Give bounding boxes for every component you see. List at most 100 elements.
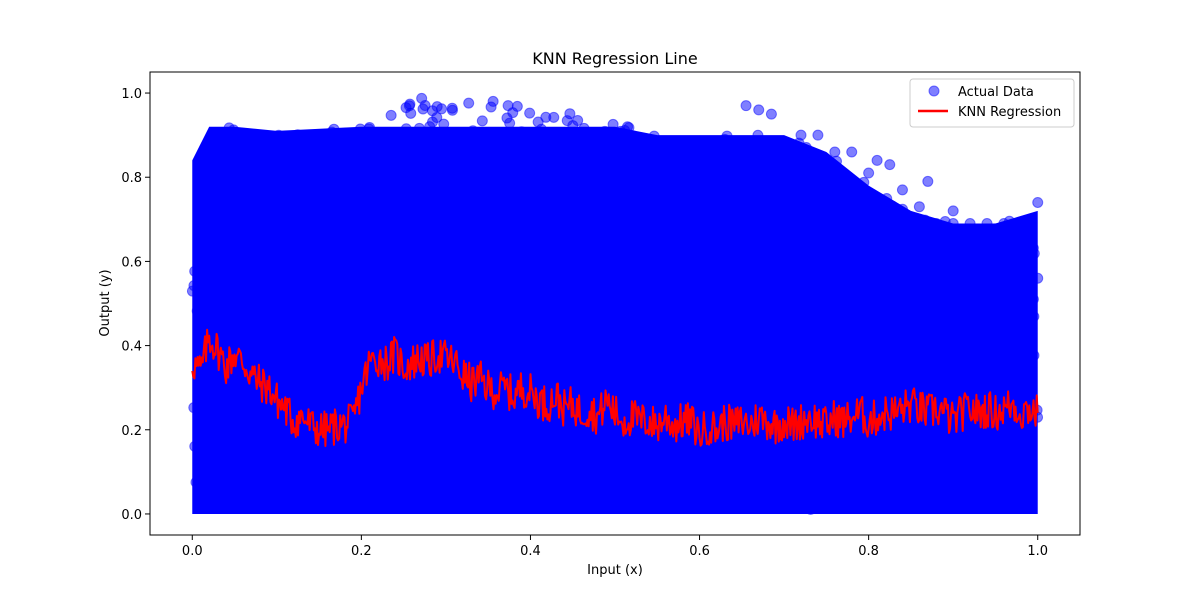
scatter-point: [214, 189, 226, 201]
x-tick-label: 0.6: [689, 544, 710, 559]
scatter-point: [494, 158, 506, 170]
scatter-point: [614, 294, 626, 306]
scatter-point: [862, 193, 874, 205]
scatter-point: [299, 157, 311, 169]
scatter-point: [939, 260, 951, 272]
x-axis: 0.0 0.2 0.4 0.6 0.8 1.0: [182, 535, 1048, 559]
scatter-point: [520, 147, 532, 159]
scatter-point: [784, 286, 796, 298]
scatter-point: [330, 335, 342, 347]
scatter-point: [239, 292, 251, 304]
scatter-point: [868, 212, 880, 224]
scatter-point: [193, 202, 205, 214]
scatter-point: [700, 497, 712, 509]
scatter-point: [949, 325, 961, 337]
scatter-point: [408, 162, 420, 174]
scatter-point: [378, 499, 390, 511]
scatter-point: [201, 255, 213, 267]
scatter-point: [744, 179, 756, 191]
scatter-point: [357, 246, 369, 258]
scatter-point: [415, 401, 427, 413]
scatter-point: [648, 351, 660, 363]
scatter-point: [713, 188, 725, 200]
scatter-point: [376, 463, 388, 475]
scatter-point: [796, 273, 808, 285]
scatter-point: [245, 322, 257, 334]
y-tick-label: 0.2: [121, 424, 142, 439]
scatter-point: [607, 213, 619, 225]
scatter-point: [650, 333, 662, 345]
scatter-point: [815, 154, 827, 166]
scatter-point: [721, 174, 733, 186]
scatter-point: [647, 182, 659, 194]
scatter-point: [359, 294, 371, 306]
scatter-point: [657, 218, 669, 230]
scatter-point: [320, 314, 332, 326]
scatter-point: [735, 223, 747, 235]
scatter-point: [760, 186, 772, 198]
scatter-point: [976, 244, 988, 256]
scatter-point: [281, 254, 293, 266]
scatter-point: [567, 173, 579, 185]
scatter-point: [959, 331, 971, 343]
scatter-point: [617, 374, 629, 386]
scatter-point: [732, 188, 744, 200]
scatter-point: [321, 239, 333, 251]
scatter-point: [279, 298, 291, 310]
scatter-point: [852, 302, 864, 314]
scatter-point: [309, 350, 321, 362]
scatter-point: [251, 329, 263, 341]
scatter-point: [746, 148, 758, 160]
scatter-point: [508, 287, 520, 299]
scatter-point: [287, 242, 299, 254]
scatter-point: [228, 378, 240, 390]
scatter-point: [257, 296, 269, 308]
scatter-point: [485, 101, 497, 113]
scatter-point: [753, 104, 765, 116]
scatter-point: [815, 367, 827, 379]
scatter-point: [597, 500, 609, 512]
scatter-point: [309, 275, 321, 287]
scatter-point: [807, 467, 819, 479]
scatter-point: [1016, 240, 1028, 252]
scatter-point: [646, 475, 658, 487]
scatter-point: [775, 454, 787, 466]
scatter-point: [998, 298, 1010, 309]
scatter-point: [658, 329, 670, 341]
scatter-point: [902, 383, 914, 395]
scatter-point: [1021, 429, 1033, 441]
scatter-point: [968, 331, 980, 343]
scatter-point: [663, 359, 675, 371]
scatter-point: [674, 272, 686, 284]
scatter-point: [995, 385, 1007, 397]
scatter-point: [1003, 323, 1015, 335]
scatter-point: [602, 451, 614, 463]
scatter-point: [222, 283, 234, 295]
scatter-point: [353, 319, 365, 331]
scatter-point: [430, 137, 442, 149]
scatter-point: [997, 447, 1009, 459]
scatter-point: [428, 147, 440, 159]
scatter-point: [813, 222, 825, 234]
scatter-point: [950, 255, 962, 267]
scatter-point: [927, 247, 939, 259]
scatter-point: [280, 456, 292, 468]
scatter-point: [611, 307, 623, 319]
scatter-point: [599, 351, 611, 363]
scatter-point: [562, 198, 574, 210]
scatter-point: [882, 313, 894, 325]
scatter-point: [276, 500, 288, 512]
scatter-point: [884, 273, 896, 285]
scatter-point: [1008, 287, 1020, 299]
scatter-point: [693, 339, 705, 351]
scatter-point: [236, 495, 248, 507]
scatter-point: [457, 175, 469, 187]
scatter-point: [333, 198, 345, 210]
scatter-point: [222, 171, 234, 183]
scatter-point: [683, 176, 695, 188]
scatter-point: [726, 476, 738, 488]
scatter-point: [787, 193, 799, 205]
scatter-point: [907, 334, 919, 346]
scatter-point: [968, 297, 980, 309]
scatter-point: [1015, 255, 1027, 267]
